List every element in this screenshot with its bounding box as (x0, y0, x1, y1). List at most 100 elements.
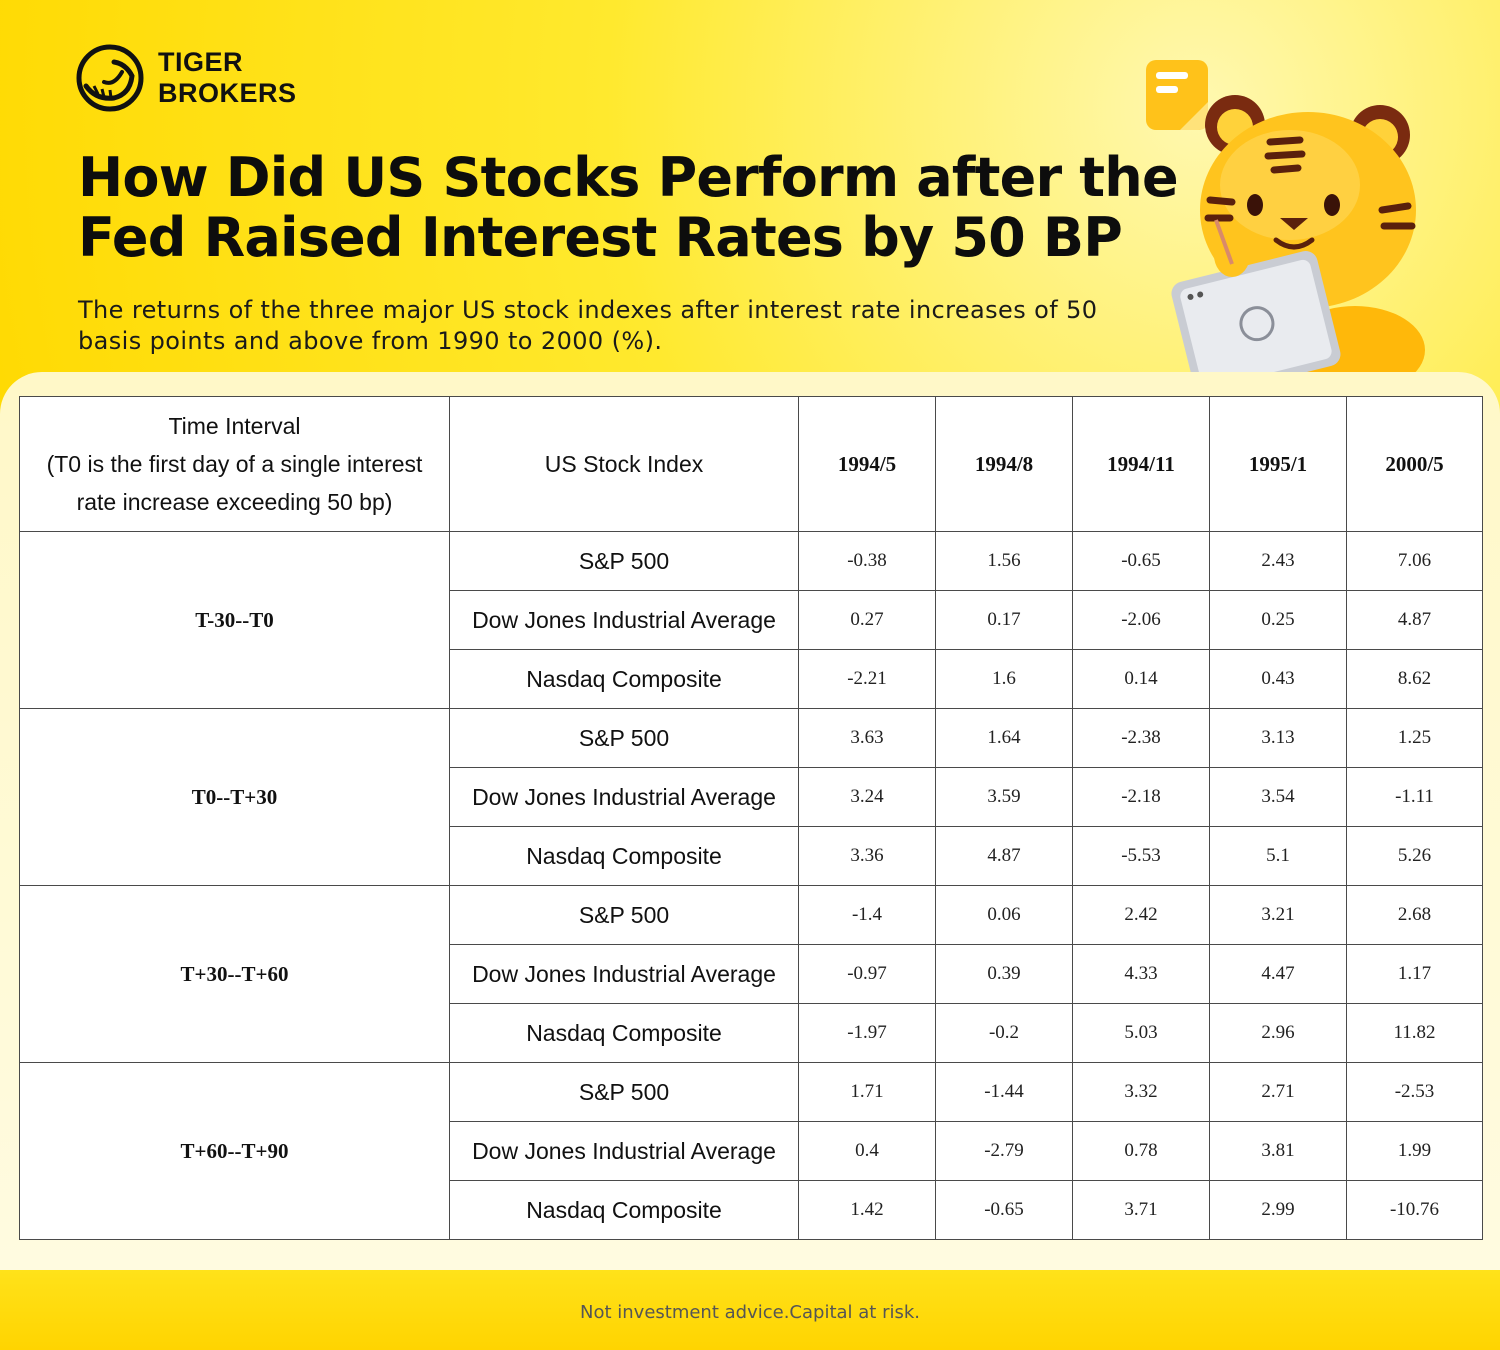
value-cell: 4.87 (935, 826, 1073, 886)
value-cell: -5.53 (1072, 826, 1210, 886)
value-cell: 1.99 (1346, 1121, 1483, 1181)
value-cell: 2.71 (1209, 1062, 1347, 1122)
index-name-cell: Dow Jones Industrial Average (449, 590, 799, 650)
tiger-mascot-icon (1146, 60, 1425, 395)
index-name-cell: Nasdaq Composite (449, 1003, 799, 1063)
table-row: Dow Jones Industrial Average 0.4 -2.79 0… (20, 1121, 1483, 1181)
value-cell: 1.64 (935, 708, 1073, 768)
value-cell: 2.68 (1346, 885, 1483, 945)
index-name-cell: S&P 500 (449, 1062, 799, 1122)
value-cell: -2.18 (1072, 767, 1210, 827)
value-cell: 3.13 (1209, 708, 1347, 768)
value-cell: -2.53 (1346, 1062, 1483, 1122)
value-cell: 1.71 (798, 1062, 936, 1122)
table-row: T0--T+30 S&P 500 3.63 1.64 -2.38 3.13 1.… (19, 708, 1483, 886)
value-cell: 4.47 (1209, 944, 1347, 1004)
value-cell: -2.38 (1072, 708, 1210, 768)
value-cell: 1.25 (1346, 708, 1483, 768)
value-cell: 3.32 (1072, 1062, 1210, 1122)
value-cell: -0.65 (935, 1180, 1073, 1240)
value-cell: 0.27 (798, 590, 936, 650)
value-cell: 0.25 (1209, 590, 1347, 650)
header-interval-line-2: (T0 is the first day of a single interes… (46, 451, 423, 477)
value-cell: 11.82 (1346, 1003, 1483, 1063)
index-name-cell: S&P 500 (449, 885, 799, 945)
index-name-cell: Nasdaq Composite (449, 826, 799, 886)
value-cell: -1.4 (798, 885, 936, 945)
value-cell: 3.54 (1209, 767, 1347, 827)
value-cell: 1.56 (935, 531, 1073, 591)
value-cell: 0.78 (1072, 1121, 1210, 1181)
brand-name: TIGER BROKERS (158, 47, 297, 109)
value-cell: 1.17 (1346, 944, 1483, 1004)
index-name-cell: Nasdaq Composite (449, 1180, 799, 1240)
value-cell: 3.24 (798, 767, 936, 827)
value-cell: 2.42 (1072, 885, 1210, 945)
table-row: Nasdaq Composite -2.21 1.6 0.14 0.43 8.6… (20, 649, 1483, 709)
value-cell: -2.79 (935, 1121, 1073, 1181)
index-name-cell: S&P 500 (449, 708, 799, 768)
value-cell: -0.38 (798, 531, 936, 591)
table-row: Nasdaq Composite 1.42 -0.65 3.71 2.99 -1… (20, 1180, 1483, 1240)
value-cell: 7.06 (1346, 531, 1483, 591)
header-us-stock-index: US Stock Index (449, 396, 799, 532)
interval-cell: T+60--T+90 (19, 1062, 450, 1240)
value-cell: 3.36 (798, 826, 936, 886)
value-cell: 0.4 (798, 1121, 936, 1181)
value-cell: 3.59 (935, 767, 1073, 827)
value-cell: 5.26 (1346, 826, 1483, 886)
value-cell: 3.63 (798, 708, 936, 768)
header-date: 1994/11 (1072, 396, 1210, 532)
header-date: 1994/5 (798, 396, 936, 532)
value-cell: 5.03 (1072, 1003, 1210, 1063)
brand-line-2: BROKERS (158, 78, 297, 108)
value-cell: 4.33 (1072, 944, 1210, 1004)
value-cell: 1.42 (798, 1180, 936, 1240)
brand-line-1: TIGER (158, 47, 244, 77)
header-interval-line-3: rate increase exceeding 50 bp) (76, 489, 393, 515)
index-name-cell: Nasdaq Composite (449, 649, 799, 709)
page-subtitle: The returns of the three major US stock … (78, 296, 1098, 355)
returns-table: Time Interval (T0 is the first day of a … (19, 396, 1483, 1240)
value-cell: 2.96 (1209, 1003, 1347, 1063)
value-cell: 5.1 (1209, 826, 1347, 886)
value-cell: 3.71 (1072, 1180, 1210, 1240)
footer-band (0, 1270, 1500, 1350)
value-cell: 0.43 (1209, 649, 1347, 709)
value-cell: 0.06 (935, 885, 1073, 945)
table-row: T-30--T0 S&P 500 -0.38 1.56 -0.65 2.43 7… (19, 531, 1483, 709)
value-cell: 8.62 (1346, 649, 1483, 709)
value-cell: 4.87 (1346, 590, 1483, 650)
value-cell: -1.97 (798, 1003, 936, 1063)
interval-cell: T-30--T0 (19, 531, 450, 709)
value-cell: -0.2 (935, 1003, 1073, 1063)
table-row: Dow Jones Industrial Average 0.27 0.17 -… (20, 590, 1483, 650)
interval-cell: T+30--T+60 (19, 885, 450, 1063)
table-header-row: Time Interval (T0 is the first day of a … (19, 396, 1483, 532)
header-interval-line-1: Time Interval (168, 413, 301, 439)
index-name-cell: Dow Jones Industrial Average (449, 1121, 799, 1181)
header-date: 2000/5 (1346, 396, 1483, 532)
value-cell: 1.6 (935, 649, 1073, 709)
header-date: 1995/1 (1209, 396, 1347, 532)
index-name-cell: Dow Jones Industrial Average (449, 767, 799, 827)
table-row: T+60--T+90 S&P 500 1.71 -1.44 3.32 2.71 … (19, 1062, 1483, 1240)
header-date: 1994/8 (935, 396, 1073, 532)
table-row: Nasdaq Composite 3.36 4.87 -5.53 5.1 5.2… (20, 826, 1483, 886)
value-cell: -2.06 (1072, 590, 1210, 650)
value-cell: 3.81 (1209, 1121, 1347, 1181)
value-cell: 0.39 (935, 944, 1073, 1004)
header-time-interval: Time Interval (T0 is the first day of a … (19, 396, 450, 532)
tiger-logo-icon (76, 44, 144, 112)
interval-cell: T0--T+30 (19, 708, 450, 886)
value-cell: 0.14 (1072, 649, 1210, 709)
disclaimer-text: Not investment advice.Capital at risk. (580, 1302, 920, 1323)
value-cell: -0.65 (1072, 531, 1210, 591)
table-row: T+30--T+60 S&P 500 -1.4 0.06 2.42 3.21 2… (19, 885, 1483, 1063)
sticky-note-icon (1146, 60, 1208, 130)
value-cell: 0.17 (935, 590, 1073, 650)
value-cell: 2.43 (1209, 531, 1347, 591)
value-cell: -1.44 (935, 1062, 1073, 1122)
brand-logo: TIGER BROKERS (74, 42, 297, 114)
value-cell: -0.97 (798, 944, 936, 1004)
